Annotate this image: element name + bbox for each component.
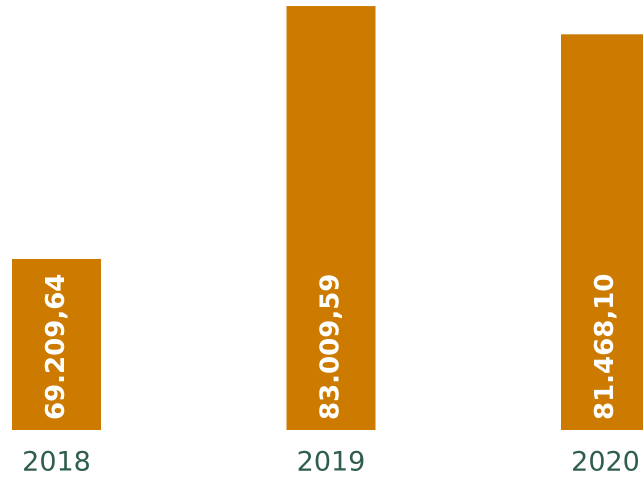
bar: [286, 6, 376, 430]
value-label: 83.009,59: [316, 274, 346, 420]
bar: [12, 258, 101, 430]
value-label: 69.209,64: [41, 274, 71, 420]
x-tick-label: 2019: [297, 447, 366, 478]
value-label: 81.468,10: [590, 274, 620, 420]
bar: [561, 34, 643, 431]
x-tick-label: 2020: [571, 447, 640, 478]
x-tick-label: 2018: [22, 447, 91, 478]
